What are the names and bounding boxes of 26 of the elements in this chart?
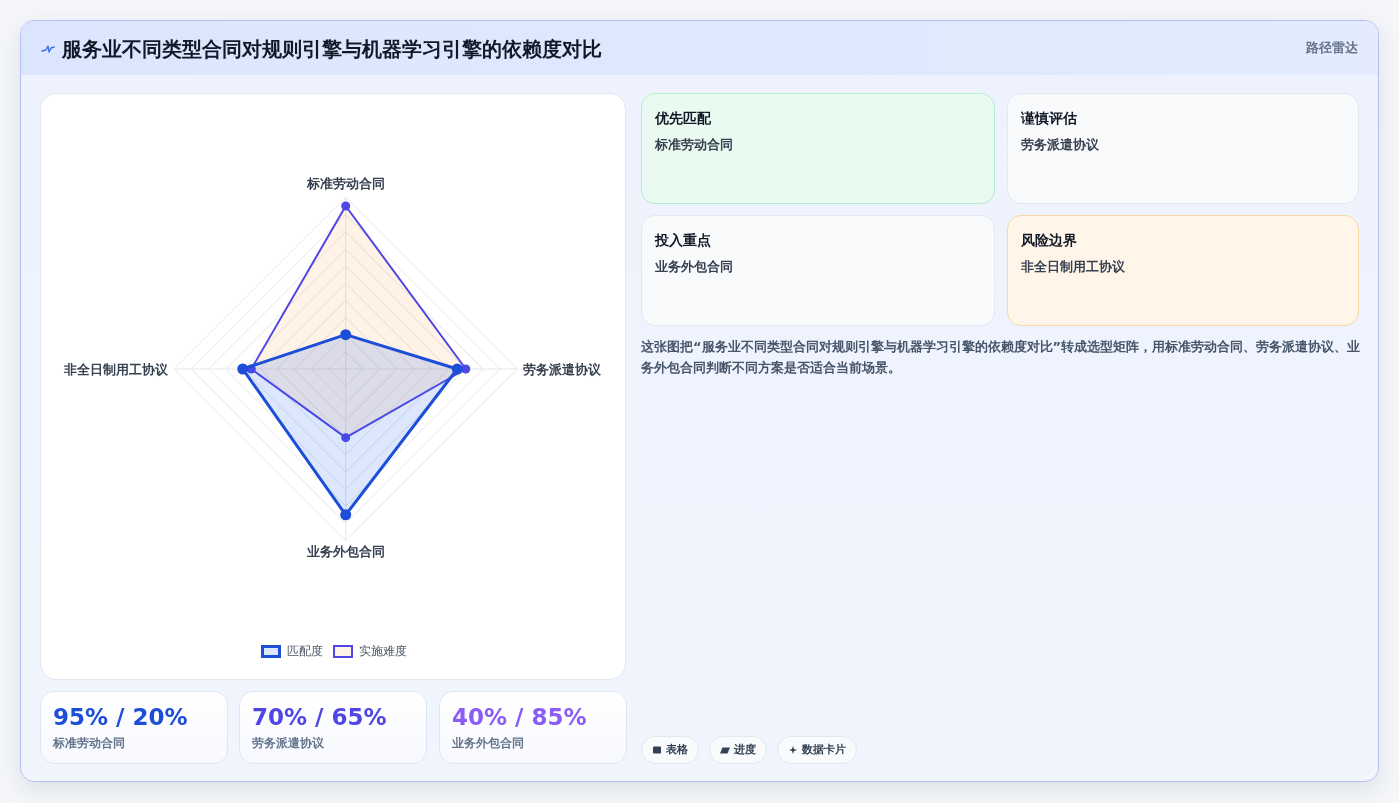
text: 投入重点 <box>655 231 711 250</box>
text: 这张图把“服务业不同类型合同对规则引擎与机器学习引擎的依赖度对比”转成选型矩阵，用标准劳动合同、劳务派遣协议、业务外包合同判断不同方案是否适合当前场景。 <box>641 338 1361 377</box>
text: 业务外包合同 <box>452 735 524 751</box>
legend-label: 匹配度 <box>287 643 323 659</box>
text: 40% / 85% <box>452 703 587 732</box>
spoke-label: 业务外包合同 <box>305 544 385 560</box>
text: 非全日制用工协议 <box>1021 258 1125 276</box>
text: 劳务派遣协议 <box>252 735 324 751</box>
spoke-label: 非全日制用工协议 <box>63 361 170 377</box>
text: 劳务派遣协议 <box>1021 136 1099 154</box>
spoke-label: 劳务派遣协议 <box>523 361 603 377</box>
legend-label: 实施难度 <box>359 643 407 659</box>
text: 70% / 65% <box>252 703 387 732</box>
text: 95% / 20% <box>53 703 188 732</box>
text: 服务业不同类型合同对规则引擎与机器学习引擎的依赖度对比 <box>62 36 602 63</box>
text: 进度 <box>734 743 756 757</box>
text: 优先匹配 <box>655 109 711 128</box>
text: 谨慎评估 <box>1021 109 1077 128</box>
text: 表格 <box>666 743 688 757</box>
text: 标准劳动合同 <box>53 735 125 751</box>
spoke-label: 标准劳动合同 <box>305 175 385 191</box>
text: 风险边界 <box>1021 231 1077 250</box>
text: 数据卡片 <box>802 743 846 757</box>
text: 标准劳动合同 <box>655 136 733 154</box>
text: 路径雷达 <box>1306 39 1358 57</box>
text: 业务外包合同 <box>655 258 733 276</box>
